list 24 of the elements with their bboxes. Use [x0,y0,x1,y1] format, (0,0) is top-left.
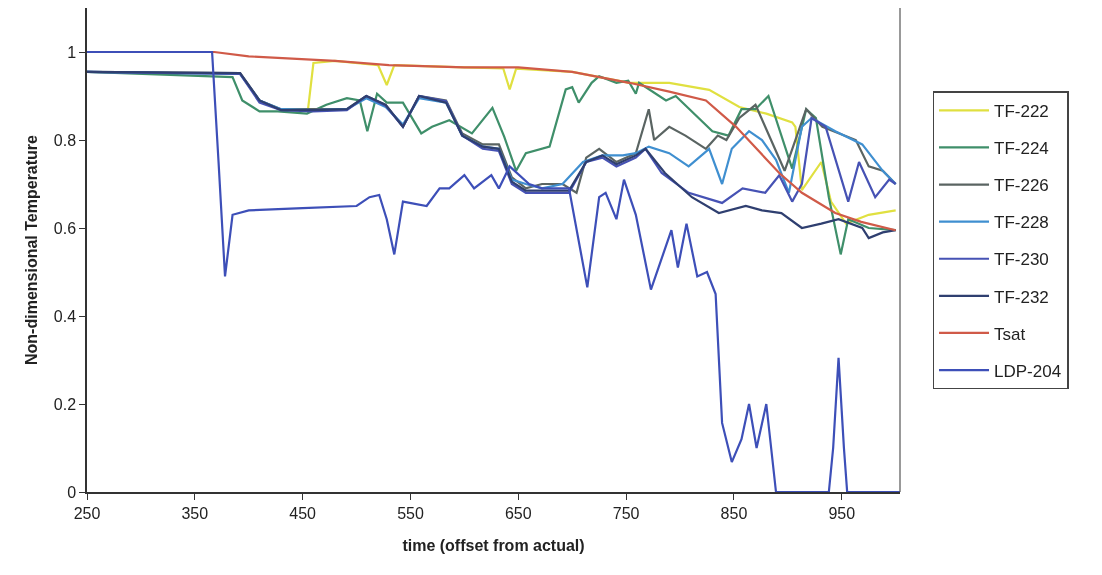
legend-label: Tsat [994,324,1026,344]
legend-label: TF-232 [994,287,1049,307]
y-tick-label: 1 [67,43,77,61]
x-tick-label: 550 [397,504,424,522]
x-tick-label: 350 [181,504,209,522]
y-tick-label: 0.8 [53,131,77,149]
x-tick-label: 450 [289,504,317,522]
y-tick-label: 0.2 [53,395,77,413]
legend-label: TF-230 [994,250,1049,270]
y-tick-label: 0 [67,483,77,501]
x-tick-label: 750 [612,504,640,522]
y-axis-title: Non-dimensional Temperature [23,134,41,365]
y-tick-label: 0.6 [53,219,77,237]
legend-label: TF-222 [994,102,1049,121]
x-tick-label: 850 [720,504,748,522]
x-axis-title: time (offset from actual) [402,536,585,554]
y-tick-label: 0.4 [53,307,77,325]
x-tick-label: 950 [828,504,856,522]
legend-label: TF-228 [994,213,1049,233]
x-tick-label: 650 [504,504,532,522]
legend-label: TF-224 [994,139,1049,159]
x-tick-label: 250 [73,504,101,522]
legend-label: TF-226 [994,176,1049,196]
legend-label: LDP-204 [994,361,1062,381]
